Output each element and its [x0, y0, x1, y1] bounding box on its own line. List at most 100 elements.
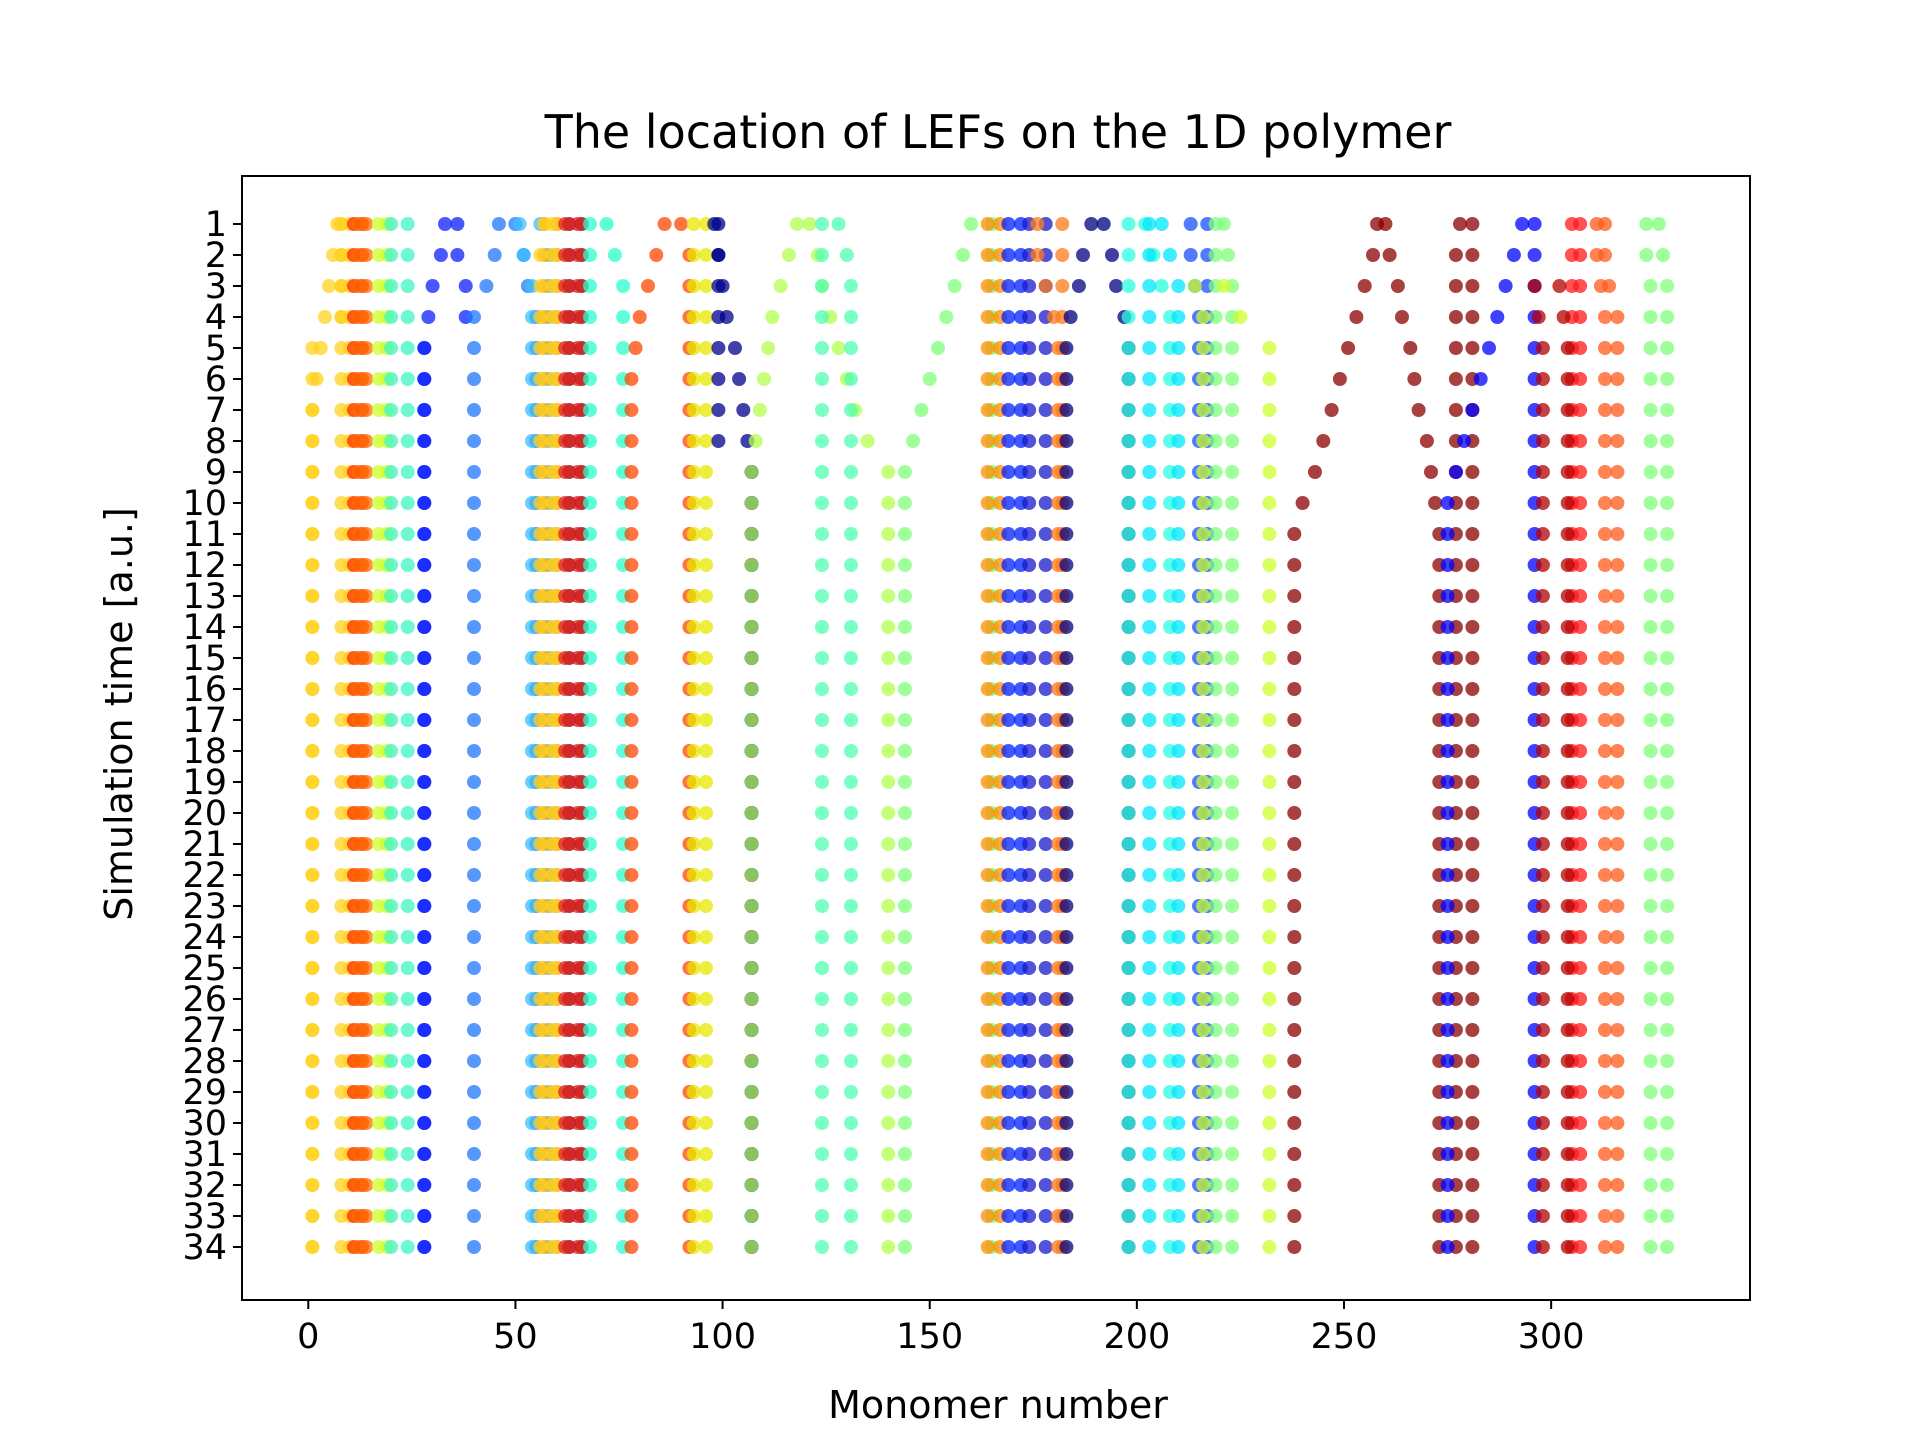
data-point — [1121, 744, 1136, 758]
data-point — [1643, 930, 1658, 944]
data-point — [1121, 620, 1136, 634]
data-point — [1121, 1209, 1136, 1223]
data-point — [305, 744, 320, 758]
data-point — [1610, 682, 1625, 696]
data-point — [1171, 992, 1186, 1006]
data-point — [1055, 248, 1070, 262]
data-point — [305, 527, 320, 541]
data-point — [699, 1054, 713, 1068]
data-point — [1001, 341, 1016, 355]
data-point — [570, 682, 585, 696]
data-point — [545, 1178, 560, 1192]
data-point — [1142, 992, 1157, 1006]
data-point — [384, 1116, 399, 1130]
data-point — [1287, 992, 1302, 1006]
data-point — [1171, 434, 1186, 448]
data-point — [1038, 1147, 1053, 1161]
data-point — [1038, 1116, 1053, 1130]
data-point — [761, 341, 776, 355]
data-point — [1225, 651, 1240, 665]
data-point — [744, 899, 759, 913]
data-point — [844, 434, 858, 448]
data-point — [624, 558, 639, 572]
data-point — [1121, 775, 1136, 789]
data-point — [1059, 527, 1074, 541]
data-point — [1022, 1209, 1037, 1223]
data-point — [744, 806, 759, 820]
data-point — [1225, 992, 1240, 1006]
data-point — [897, 992, 912, 1006]
data-point — [570, 341, 585, 355]
data-point — [1171, 527, 1186, 541]
data-point — [558, 1085, 573, 1099]
data-point — [305, 465, 320, 479]
data-point — [1610, 589, 1625, 603]
data-point — [1038, 682, 1053, 696]
data-point — [914, 403, 929, 417]
data-point — [1660, 1147, 1675, 1161]
data-point — [1560, 620, 1575, 634]
data-point — [1225, 403, 1240, 417]
data-point — [686, 1054, 701, 1068]
data-point — [1121, 868, 1136, 882]
data-point — [744, 744, 759, 758]
data-point — [400, 1023, 415, 1037]
data-point — [1142, 1023, 1157, 1037]
data-point — [686, 527, 701, 541]
data-point — [1610, 1054, 1625, 1068]
data-point — [980, 217, 995, 231]
data-point — [558, 279, 573, 293]
data-point — [1038, 558, 1053, 572]
data-point — [384, 310, 399, 324]
data-point — [624, 930, 639, 944]
data-point — [384, 558, 399, 572]
data-point — [699, 279, 713, 293]
x-tick-label: 50 — [493, 1317, 538, 1357]
data-point — [686, 465, 701, 479]
data-point — [1022, 806, 1037, 820]
data-point — [1225, 1178, 1240, 1192]
data-point — [897, 775, 912, 789]
data-point — [1610, 775, 1625, 789]
data-point — [1022, 899, 1037, 913]
data-point — [1059, 775, 1074, 789]
data-point — [400, 1240, 415, 1254]
data-point — [844, 558, 858, 572]
data-point — [699, 1116, 713, 1130]
data-point — [1171, 775, 1186, 789]
data-point — [1448, 341, 1463, 355]
data-point — [1465, 837, 1480, 851]
data-point — [1440, 1116, 1455, 1130]
data-point — [1643, 682, 1658, 696]
data-point — [815, 589, 829, 603]
data-point — [844, 1116, 858, 1130]
data-point — [533, 527, 548, 541]
data-point — [1573, 434, 1588, 448]
data-point — [1225, 899, 1240, 913]
data-point — [1142, 775, 1157, 789]
data-point — [1022, 651, 1037, 665]
data-point — [1535, 775, 1550, 789]
data-point — [1225, 465, 1240, 479]
data-point — [1105, 248, 1119, 262]
data-point — [881, 1116, 896, 1130]
data-point — [1598, 744, 1612, 758]
data-point — [1059, 1116, 1074, 1130]
data-point — [545, 403, 560, 417]
data-point — [400, 744, 415, 758]
data-point — [570, 620, 585, 634]
data-point — [1022, 682, 1037, 696]
data-point — [674, 217, 689, 231]
data-point — [1225, 775, 1240, 789]
data-point — [844, 589, 858, 603]
data-point — [570, 961, 585, 975]
data-point — [1610, 1116, 1625, 1130]
data-point — [1287, 1178, 1302, 1192]
data-point — [815, 744, 829, 758]
data-point — [558, 744, 573, 758]
data-point — [1262, 775, 1277, 789]
data-point — [1287, 589, 1302, 603]
data-point — [1440, 1240, 1455, 1254]
data-point — [1225, 496, 1240, 510]
data-point — [1001, 1178, 1016, 1192]
